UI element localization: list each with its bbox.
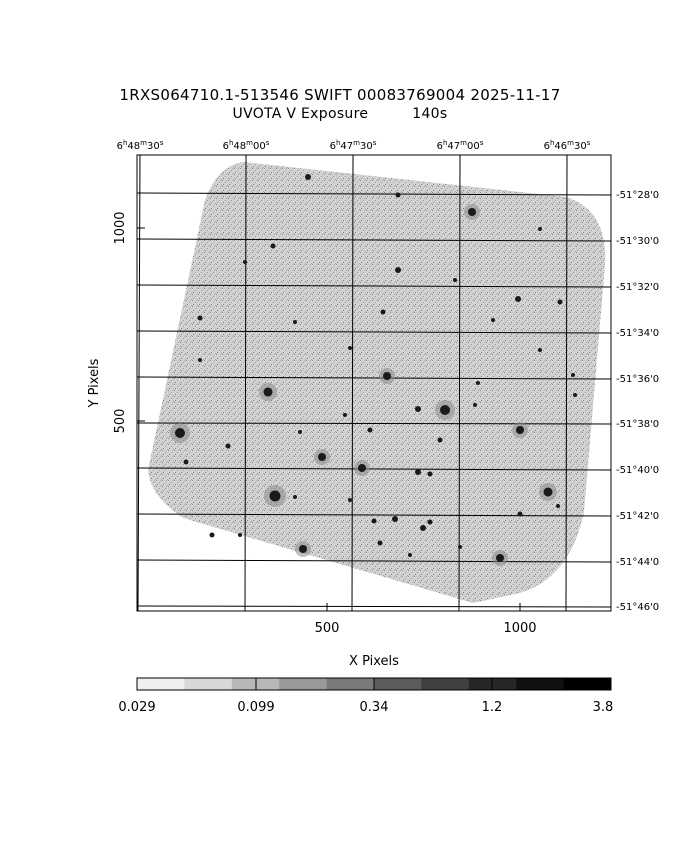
star: [197, 315, 203, 321]
star: [367, 427, 373, 433]
star: [343, 413, 347, 417]
colorbar-cell: [421, 678, 470, 690]
colorbar-cell: [184, 678, 233, 690]
star: [383, 372, 391, 380]
star: [473, 403, 477, 407]
ra-tick-label: 6h47m30s: [330, 139, 377, 152]
colorbar-tick-label: 1.2: [482, 700, 503, 715]
dec-tick-label: -51°34'0: [616, 328, 659, 339]
colorbar-cell: [137, 678, 185, 690]
star: [557, 299, 563, 305]
plot-frame: [136, 154, 612, 612]
image-subtitle: UVOTA V Exposure 140s: [0, 106, 680, 122]
star: [573, 393, 577, 397]
colorbar-cell: [279, 678, 328, 690]
star: [408, 553, 412, 557]
star: [458, 545, 462, 549]
star: [437, 437, 443, 443]
ra-tick-label: 6h48m00s: [223, 139, 270, 152]
star: [453, 278, 457, 282]
star: [476, 381, 480, 385]
star: [263, 387, 273, 397]
star: [538, 227, 542, 231]
star: [491, 318, 495, 322]
star: [538, 348, 542, 352]
x-axis-label: X Pixels: [349, 654, 399, 669]
star: [243, 260, 247, 264]
ra-tick-label: 6h46m30s: [544, 139, 591, 152]
colorbar-cell: [326, 678, 375, 690]
y-tick-label: 500: [113, 409, 128, 434]
star: [571, 373, 575, 377]
colorbar-tick-label: 0.099: [237, 700, 274, 715]
star: [516, 426, 524, 434]
dec-tick-label: -51°30'0: [616, 236, 659, 247]
x-tick-label: 1000: [503, 621, 536, 636]
star: [440, 405, 450, 415]
star: [415, 406, 421, 412]
star: [269, 490, 281, 502]
star: [415, 469, 421, 475]
star: [543, 487, 553, 497]
star: [305, 174, 311, 180]
star: [395, 192, 401, 198]
y-tick-label: 1000: [113, 211, 128, 244]
colorbar-tick-label: 0.029: [118, 700, 155, 715]
dec-tick-label: -51°38'0: [616, 419, 659, 430]
star: [496, 554, 504, 562]
detector-field: [148, 162, 606, 603]
star: [468, 208, 476, 216]
colorbar-tick-label: 0.34: [360, 700, 389, 715]
star: [209, 532, 215, 538]
exposure-time-label: 140s: [412, 106, 448, 122]
star: [238, 533, 242, 537]
star: [371, 518, 377, 524]
dec-tick-label: -51°40'0: [616, 465, 659, 476]
star: [175, 428, 185, 438]
colorbar-cell: [468, 678, 517, 690]
star: [380, 309, 386, 315]
colorbar-cell: [516, 678, 565, 690]
x-tick-label: 500: [315, 621, 340, 636]
star: [517, 511, 523, 517]
star: [427, 471, 433, 477]
image-title: 1RXS064710.1-513546 SWIFT 00083769004 20…: [119, 86, 561, 104]
colorbar-cell: [563, 678, 612, 690]
colorbar-cell: [374, 678, 422, 690]
star: [183, 459, 189, 465]
star: [198, 358, 202, 362]
star: [225, 443, 231, 449]
y-axis-label: Y Pixels: [87, 358, 102, 408]
exposure-filter-label: UVOTA V Exposure: [232, 106, 369, 122]
star: [427, 519, 433, 525]
coordinate-grid: [136, 154, 612, 612]
star: [348, 498, 352, 502]
star-sources: [170, 174, 577, 566]
dec-tick-label: -51°28'0: [616, 190, 659, 201]
star: [377, 540, 383, 546]
dec-tick-label: -51°36'0: [616, 374, 659, 385]
dec-tick-label: -51°32'0: [616, 282, 659, 293]
star: [556, 504, 560, 508]
star: [515, 296, 521, 302]
star: [318, 453, 326, 461]
star: [293, 320, 297, 324]
dec-tick-label: -51°44'0: [616, 557, 659, 568]
colorbar: 0.029 0.099 0.34 1.2 3.8: [118, 677, 614, 715]
dec-tick-label: -51°42'0: [616, 511, 659, 522]
star: [270, 243, 276, 249]
star: [299, 545, 307, 553]
star: [420, 525, 426, 531]
star: [395, 267, 401, 273]
star: [358, 464, 366, 472]
star: [392, 516, 398, 522]
colorbar-tick-label: 3.8: [593, 700, 614, 715]
star: [298, 430, 302, 434]
dec-tick-label: -51°46'0: [616, 602, 659, 613]
ra-tick-label: 6h47m00s: [437, 139, 484, 152]
ra-tick-label: 6h48m30s: [117, 139, 164, 152]
star: [293, 495, 297, 499]
star: [348, 346, 352, 350]
